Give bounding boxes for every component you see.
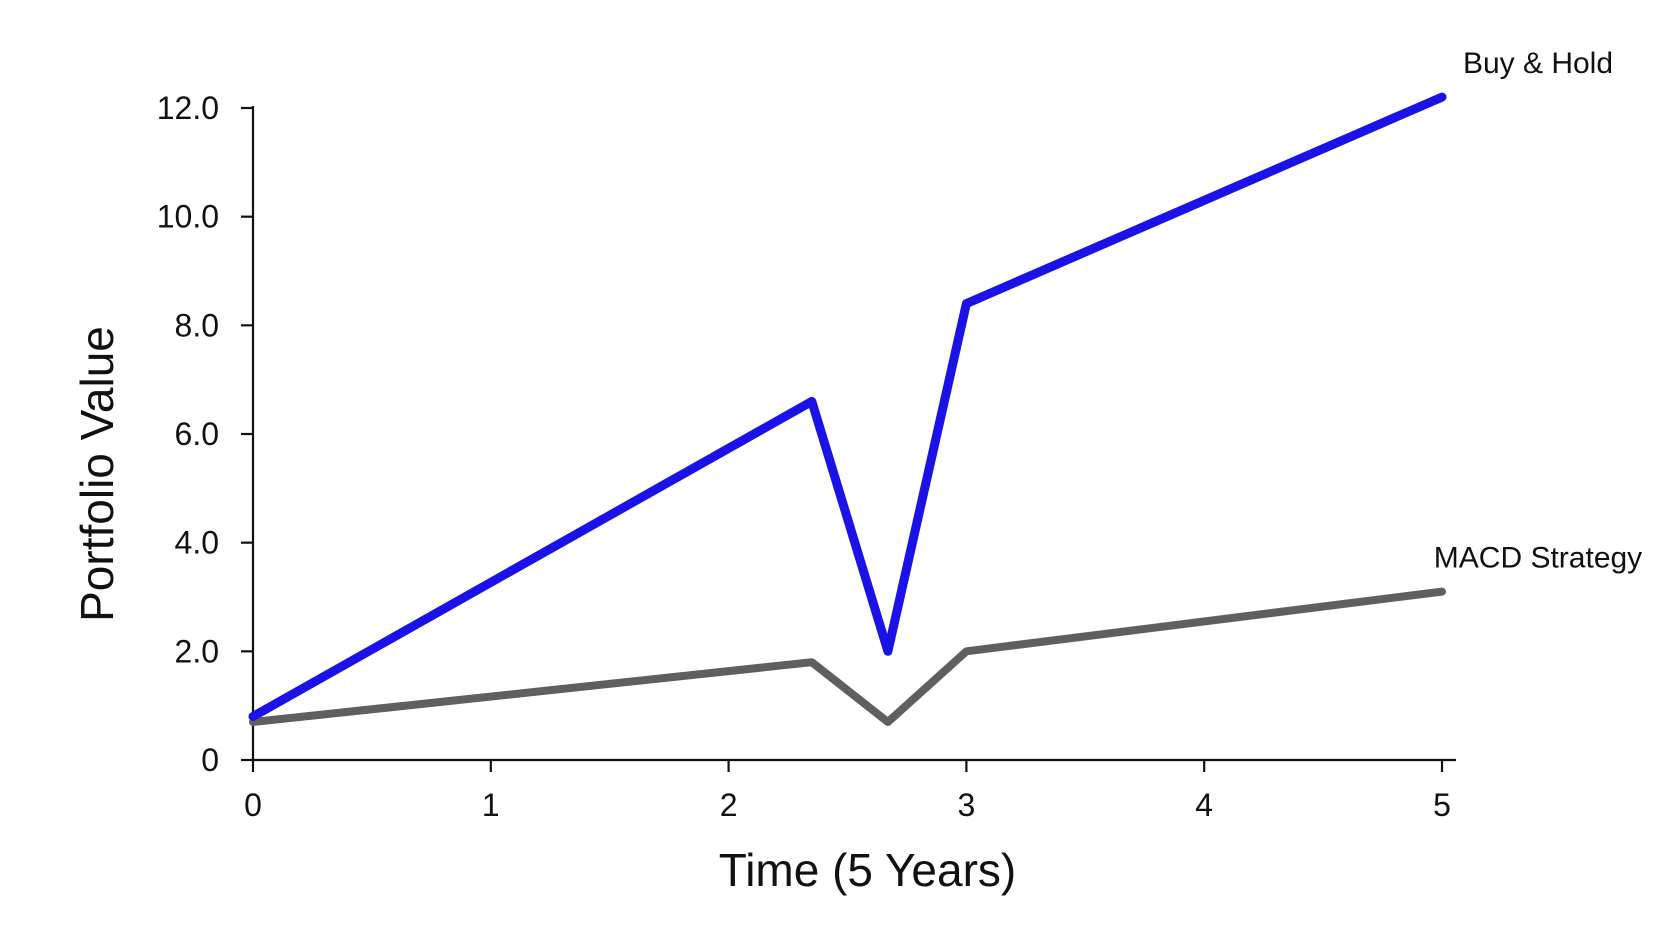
y-axis-title: Portfolio Value <box>71 326 123 622</box>
labels-layer: Time (5 Years) Portfolio Value Buy & Hol… <box>71 47 1642 896</box>
x-tick-label: 4 <box>1195 787 1213 823</box>
x-tick-label: 0 <box>244 787 262 823</box>
y-tick-label: 8.0 <box>175 307 219 343</box>
x-tick-label: 5 <box>1433 787 1451 823</box>
series-label-macd-strategy: MACD Strategy <box>1434 542 1642 575</box>
y-tick-label: 6.0 <box>175 416 219 452</box>
axes: 0 2.0 4.0 6.0 8.0 10.0 12.0 0 1 2 3 4 5 <box>157 90 1456 823</box>
y-tick-label: 2.0 <box>175 633 219 669</box>
x-axis-title: Time (5 Years) <box>719 844 1016 896</box>
series-line-macd-strategy <box>249 587 1446 726</box>
y-tick-label: 4.0 <box>175 525 219 561</box>
x-tick-label: 3 <box>958 787 976 823</box>
x-tick-label: 2 <box>720 787 738 823</box>
x-tick-label: 1 <box>482 787 500 823</box>
series-label-buy-hold: Buy & Hold <box>1463 47 1613 80</box>
y-tick-label: 10.0 <box>157 199 219 235</box>
y-tick-label: 0 <box>201 742 219 778</box>
series-layer <box>248 92 1447 726</box>
y-tick-label: 12.0 <box>157 90 219 126</box>
series-line-buy-hold <box>248 92 1447 721</box>
